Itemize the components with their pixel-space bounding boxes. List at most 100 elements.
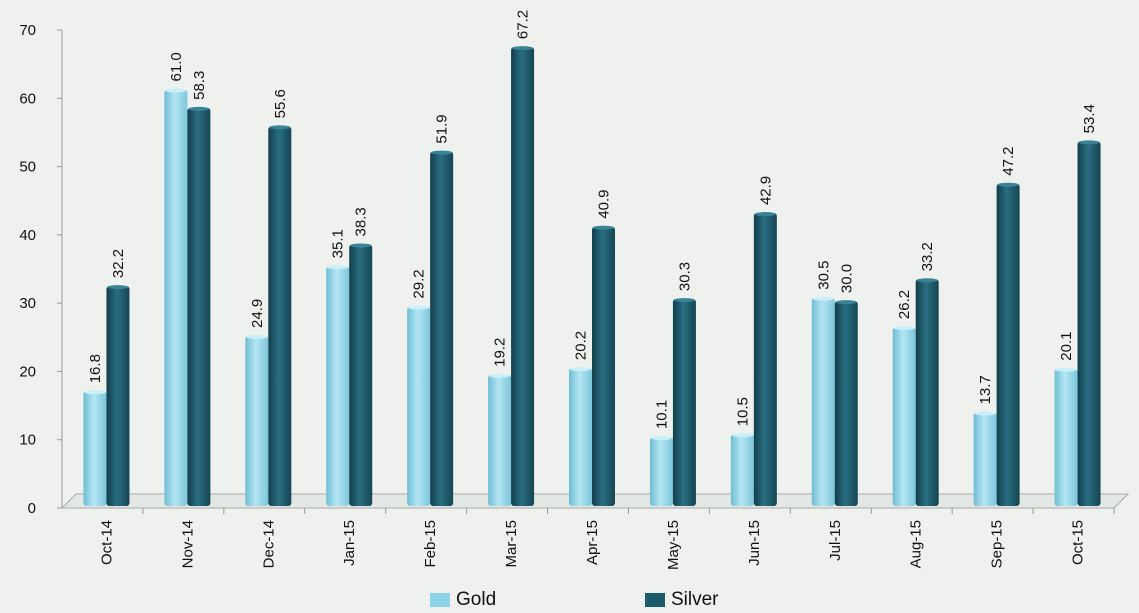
data-label-silver: 51.9 — [434, 114, 451, 143]
bar-silver — [187, 107, 211, 506]
x-tick-label: Oct-14 — [98, 520, 115, 565]
x-tick-label: Jul-15 — [827, 520, 844, 561]
bar-silver — [672, 299, 696, 506]
x-tick-label: Oct-15 — [1070, 520, 1087, 565]
bar-silver — [753, 213, 777, 506]
x-tick-label: Aug-15 — [908, 520, 925, 568]
data-label-silver: 47.2 — [1000, 146, 1017, 175]
legend-item-gold: Gold — [430, 589, 645, 611]
y-tick-label: 70 — [19, 22, 36, 39]
bar-cap-silver — [997, 182, 1019, 187]
bar-cap-silver — [835, 300, 857, 305]
bar-cap-silver — [269, 125, 291, 130]
bar-silver — [1077, 141, 1101, 506]
x-tick-label: Sep-15 — [989, 520, 1006, 568]
bar-gold — [569, 368, 592, 506]
bar-cap-gold — [570, 367, 591, 372]
data-label-silver: 38.3 — [353, 207, 370, 236]
legend-item-silver: Silver — [645, 589, 860, 611]
x-tick-label: Nov-14 — [179, 520, 196, 568]
data-label-gold: 10.1 — [653, 400, 670, 429]
data-label-gold: 26.2 — [896, 290, 913, 319]
data-label-gold: 20.1 — [1058, 332, 1075, 361]
bar-silver — [834, 301, 858, 506]
bar-silver — [996, 183, 1020, 507]
x-tick-label: Dec-14 — [260, 520, 277, 568]
bar-cap-silver — [754, 212, 776, 217]
data-label-silver: 58.3 — [191, 71, 208, 100]
bar-silver — [430, 151, 454, 506]
bar-chart: 0 10 20 30 40 50 60 70 Oct-14 Nov-14 Dec-14 Jan-15 F… — [19, 10, 1130, 570]
bar-gold — [892, 327, 916, 506]
legend-swatch-silver — [645, 593, 665, 607]
legend-label-gold: Gold — [456, 589, 497, 610]
bar-cap-silver — [593, 225, 614, 230]
data-label-gold: 10.5 — [734, 397, 751, 426]
data-label-gold: 20.2 — [573, 331, 590, 360]
bar-cap-gold — [650, 436, 672, 441]
data-label-silver: 30.3 — [676, 262, 693, 291]
bar-gold — [407, 306, 431, 506]
x-tick-label: Jan-15 — [341, 520, 358, 566]
data-label-silver: 30.0 — [838, 264, 855, 293]
y-tick-label: 50 — [19, 159, 36, 176]
bar-gold — [83, 391, 107, 506]
data-label-gold: 61.0 — [168, 52, 185, 81]
bar-cap-gold — [489, 373, 511, 378]
bar-cap-gold — [327, 265, 349, 270]
legend: Gold Silver — [430, 589, 860, 611]
bar-cap-gold — [84, 390, 106, 395]
bar-cap-silver — [431, 150, 453, 155]
x-tick-label: Apr-15 — [584, 520, 601, 565]
bar-cap-silver — [188, 106, 210, 111]
y-tick-label: 60 — [19, 90, 36, 107]
y-tick-label: 0 — [28, 500, 36, 517]
bar-cap-silver — [107, 285, 129, 290]
y-tick-label: 20 — [19, 363, 36, 380]
bar-cap-silver — [916, 278, 938, 283]
data-label-silver: 42.9 — [757, 176, 774, 205]
bar-gold — [164, 89, 188, 506]
bar-cap-gold — [165, 88, 187, 93]
data-label-gold: 29.2 — [411, 269, 428, 298]
bar-gold — [488, 374, 512, 506]
bar-cap-silver — [1078, 140, 1100, 145]
data-label-silver: 55.6 — [272, 89, 289, 118]
bar-cap-gold — [812, 296, 834, 301]
data-label-silver: 67.2 — [515, 10, 532, 39]
x-tick-label: Jun-15 — [746, 520, 763, 566]
bar-gold — [730, 434, 754, 506]
bar-gold — [326, 266, 350, 506]
bar-cap-gold — [893, 326, 915, 331]
bar-cap-silver — [350, 243, 372, 248]
data-label-gold: 30.5 — [815, 261, 832, 290]
y-tick-label: 10 — [19, 432, 36, 449]
bar-cap-silver — [512, 46, 534, 51]
bar-silver — [592, 226, 615, 506]
bar-silver — [349, 244, 373, 507]
bar-cap-gold — [1055, 367, 1077, 372]
x-tick-label: Feb-15 — [422, 520, 439, 568]
data-label-silver: 33.2 — [919, 242, 936, 271]
data-label-silver: 32.2 — [110, 249, 127, 278]
bar-silver — [106, 286, 130, 506]
bar-silver — [915, 279, 939, 506]
x-tick-label: Mar-15 — [503, 520, 520, 568]
data-label-gold: 13.7 — [977, 375, 994, 404]
bar-silver — [511, 47, 535, 507]
bar-cap-gold — [731, 433, 753, 438]
data-label-silver: 53.4 — [1081, 104, 1098, 133]
y-tick-label: 30 — [19, 295, 36, 312]
bar-cap-silver — [673, 298, 695, 303]
bar-gold — [245, 335, 269, 506]
bar-cap-gold — [974, 411, 996, 416]
data-label-silver: 40.9 — [596, 190, 613, 219]
bar-silver — [268, 126, 292, 507]
bar-gold — [973, 412, 997, 506]
bar-cap-gold — [246, 334, 268, 339]
data-label-gold: 35.1 — [330, 229, 347, 258]
x-tick-label: May-15 — [665, 520, 682, 570]
data-label-gold: 19.2 — [492, 338, 509, 367]
bar-gold — [1054, 368, 1078, 506]
bar-gold — [811, 297, 835, 506]
